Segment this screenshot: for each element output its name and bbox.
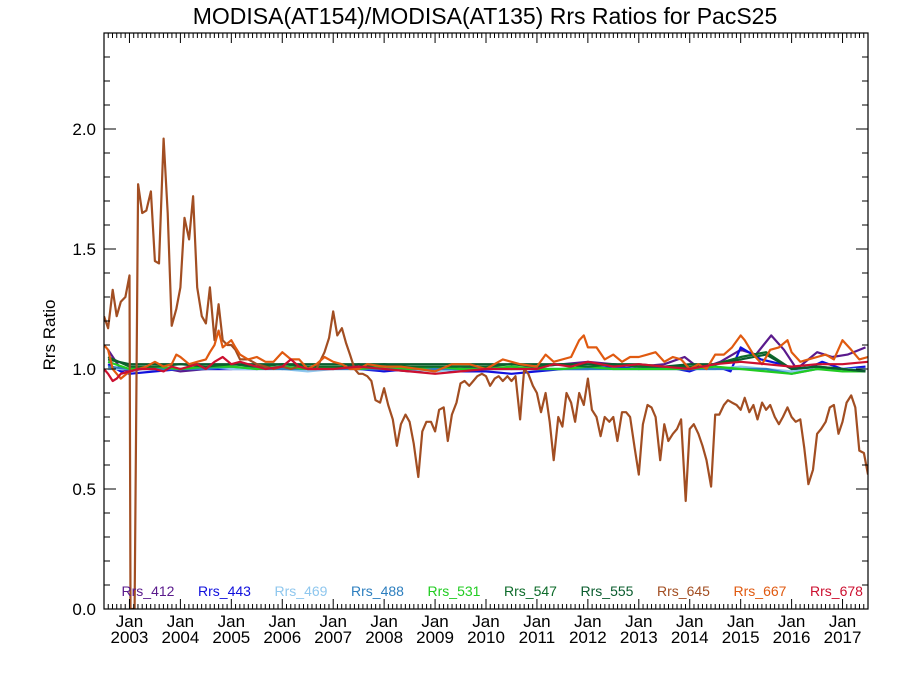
- series-line-rrs-443: [107, 346, 866, 375]
- x-tick-label-month: Jan: [370, 612, 397, 631]
- legend-entry-rrs-547: Rrs_547: [504, 583, 557, 599]
- x-tick-label-year: 2016: [773, 628, 811, 647]
- x-tick-label-year: 2015: [722, 628, 760, 647]
- series-line-rrs-678: [104, 355, 868, 383]
- y-tick-label: 0.0: [72, 600, 96, 619]
- x-tick-label-month: Jan: [778, 612, 805, 631]
- y-axis-ticks: 0.0 0.5 1.0 1.5 2.0: [72, 32, 868, 619]
- series-lines: [104, 137, 868, 609]
- x-tick-label-year: 2007: [314, 628, 352, 647]
- y-tick-label: 2.0: [72, 120, 96, 139]
- x-tick-label-year: 2006: [263, 628, 301, 647]
- x-tick-label-year: 2009: [416, 628, 454, 647]
- x-tick-label-year: 2005: [212, 628, 250, 647]
- x-tick-label-month: Jan: [676, 612, 703, 631]
- x-tick-label-year: 2014: [671, 628, 709, 647]
- x-tick-label-month: Jan: [116, 612, 143, 631]
- legend-entry-rrs-645: Rrs_645: [657, 583, 710, 599]
- legend-entry-rrs-488: Rrs_488: [351, 583, 404, 599]
- y-axis-label: Rrs Ratio: [40, 300, 59, 371]
- x-tick-label-month: Jan: [167, 612, 194, 631]
- x-tick-label-year: 2012: [569, 628, 607, 647]
- x-tick-label-month: Jan: [727, 612, 754, 631]
- x-tick-label-year: 2017: [824, 628, 862, 647]
- x-tick-label-month: Jan: [829, 612, 856, 631]
- x-tick-label-month: Jan: [269, 612, 296, 631]
- x-tick-label-month: Jan: [218, 612, 245, 631]
- y-tick-label: 1.5: [72, 240, 96, 259]
- x-tick-label-month: Jan: [625, 612, 652, 631]
- y-tick-label: 0.5: [72, 480, 96, 499]
- legend-entry-rrs-412: Rrs_412: [122, 583, 175, 599]
- x-tick-label-month: Jan: [523, 612, 550, 631]
- legend-entry-rrs-443: Rrs_443: [198, 583, 251, 599]
- y-tick-label: 1.0: [72, 360, 96, 379]
- legend-entry-rrs-678: Rrs_678: [810, 583, 863, 599]
- legend-entry-rrs-531: Rrs_531: [428, 583, 481, 599]
- x-tick-label-year: 2003: [111, 628, 149, 647]
- legend: Rrs_412 Rrs_443 Rrs_469 Rrs_488 Rrs_531 Rrs_5…: [122, 583, 864, 599]
- series-line-rrs-667: [104, 329, 868, 380]
- legend-entry-rrs-667: Rrs_667: [734, 583, 787, 599]
- x-tick-label-month: Jan: [574, 612, 601, 631]
- x-tick-label-month: Jan: [421, 612, 448, 631]
- legend-entry-rrs-469: Rrs_469: [275, 583, 328, 599]
- series-line-rrs-645: [104, 137, 868, 609]
- x-tick-label-month: Jan: [472, 612, 499, 631]
- x-tick-label-year: 2004: [161, 628, 199, 647]
- x-tick-label-year: 2008: [365, 628, 403, 647]
- x-tick-label-year: 2011: [519, 628, 556, 647]
- x-tick-label-month: Jan: [319, 612, 346, 631]
- chart-title: MODISA(AT154)/MODISA(AT135) Rrs Ratios f…: [193, 3, 778, 29]
- x-tick-label-year: 2010: [467, 628, 505, 647]
- x-tick-label-year: 2013: [620, 628, 658, 647]
- x-axis-ticks: Jan2003Jan2004Jan2005Jan2006Jan2007Jan20…: [103, 33, 869, 647]
- legend-entry-rrs-555: Rrs_555: [581, 583, 634, 599]
